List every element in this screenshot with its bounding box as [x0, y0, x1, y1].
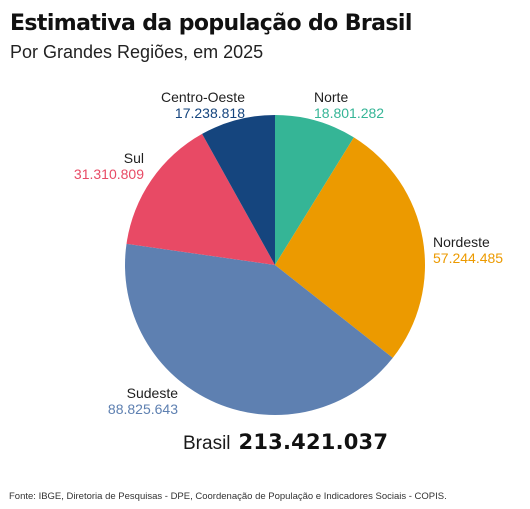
- pie-slice-norte: [275, 115, 354, 265]
- slice-value-centro-oeste: 17.238.818: [174, 105, 245, 121]
- source-note: Fonte: IBGE, Diretoria de Pesquisas - DP…: [9, 491, 447, 502]
- label-sul: Sul 31.310.809: [74, 150, 144, 182]
- pie-slice-sul: [126, 133, 275, 265]
- pie-slice-centro-oeste: [202, 115, 275, 265]
- slice-value-norte: 18.801.282: [314, 105, 385, 121]
- slice-value-sudeste: 88.825.643: [107, 401, 178, 417]
- slice-value-sul: 31.310.809: [73, 166, 144, 182]
- slice-value-nordeste: 57.244.485: [433, 250, 504, 266]
- slice-name-sudeste: Sudeste: [126, 385, 178, 401]
- total-population: Brasil 213.421.037: [183, 430, 388, 455]
- total-value: 213.421.037: [238, 430, 389, 454]
- label-norte: Norte 18.801.282: [314, 89, 384, 121]
- pie-slice-sudeste: [125, 243, 393, 415]
- label-centro-oeste: Centro-Oeste 17.238.818: [161, 89, 245, 121]
- slice-name-norte: Norte: [314, 89, 349, 105]
- label-nordeste: Nordeste 57.244.485: [433, 234, 503, 266]
- pie-slice-nordeste: [275, 137, 425, 358]
- chart-title: Estimativa da população do Brasil: [10, 11, 412, 36]
- slice-name-sul: Sul: [123, 150, 144, 166]
- slice-name-centro-oeste: Centro-Oeste: [160, 89, 245, 105]
- slice-name-nordeste: Nordeste: [433, 234, 490, 250]
- label-sudeste: Sudeste 88.825.643: [108, 385, 178, 417]
- chart-subtitle: Por Grandes Regiões, em 2025: [10, 42, 264, 62]
- total-label: Brasil: [183, 433, 231, 454]
